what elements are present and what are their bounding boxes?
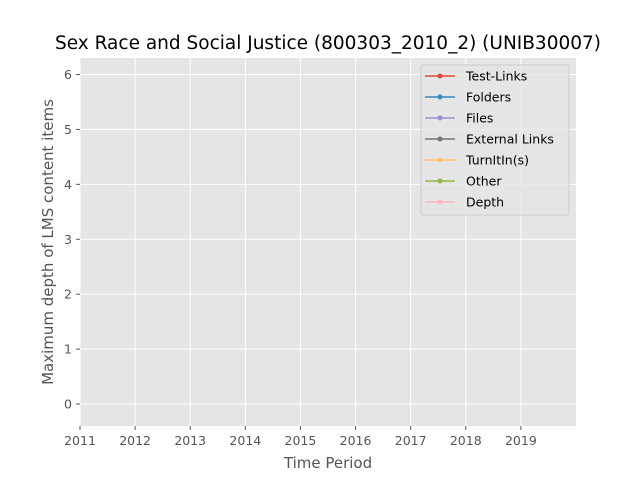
x-tick-label: 2018 [450,433,482,448]
y-ticks: 0 1 2 3 4 5 6 [64,67,80,412]
x-tick-label: 2017 [395,433,427,448]
legend-label: Other [466,174,502,189]
legend: Test-Links Folders Files External Links Turn… [420,64,570,216]
legend-label: Depth [466,195,504,210]
x-tick-label: 2015 [285,433,317,448]
x-axis-label: Time Period [283,454,372,472]
y-tick-label: 1 [64,342,72,357]
x-ticks: 2011 2012 2013 2014 2015 2016 2017 2018 2019 [64,426,537,448]
legend-marker [437,157,443,163]
legend-marker [437,73,443,79]
legend-marker [437,115,443,121]
legend-label: Files [466,111,493,126]
y-axis-label: Maximum depth of LMS content items [39,99,57,385]
x-tick-label: 2016 [340,433,372,448]
x-tick-label: 2012 [119,433,151,448]
legend-marker [437,136,443,142]
legend-box [420,64,570,216]
legend-marker [437,178,443,184]
x-tick-label: 2011 [64,433,96,448]
x-tick-label: 2014 [229,433,261,448]
y-tick-label: 3 [64,232,72,247]
legend-marker [437,94,443,100]
x-tick-label: 2013 [174,433,206,448]
legend-label: TurnItIn(s) [465,153,529,168]
chart-title: Sex Race and Social Justice (800303_2010… [55,33,601,54]
x-tick-label: 2019 [505,433,537,448]
legend-marker [437,199,443,205]
y-tick-label: 0 [64,397,72,412]
legend-label: External Links [466,132,554,147]
legend-label: Folders [466,90,511,105]
legend-label: Test-Links [465,69,527,84]
y-tick-label: 5 [64,122,72,137]
y-tick-label: 2 [64,287,72,302]
legend-items: Test-Links Folders Files External Links Turn… [425,69,554,210]
y-tick-label: 4 [64,177,72,192]
y-tick-label: 6 [64,67,72,82]
